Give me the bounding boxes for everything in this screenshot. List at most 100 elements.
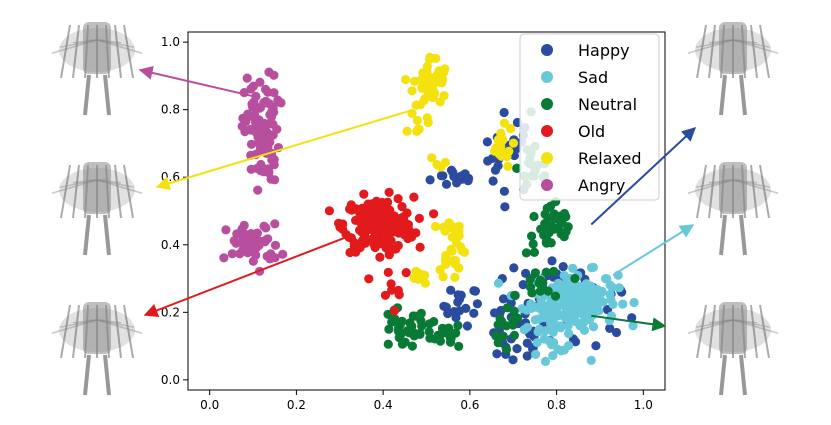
point-sad [532,338,542,348]
point-neutral [437,323,448,333]
point-neutral [454,341,464,351]
point-relaxed [409,76,420,86]
point-sad [558,294,568,305]
point-relaxed [503,161,513,171]
point-neutral [497,316,507,327]
point-sad [608,299,618,309]
point-old [389,306,400,316]
old-pose-image [51,302,143,396]
plot-area [187,31,666,391]
point-happy [483,156,493,166]
point-relaxed [401,74,411,85]
point-happy [441,179,452,189]
point-old [364,209,374,219]
y-tick-label: 1.0 [161,35,180,49]
relaxed-pose-image [51,162,143,256]
x-axis: 0.0 0.2 0.4 0.6 0.8 1.0 [200,390,653,412]
point-sad [573,290,583,300]
point-angry [258,136,268,146]
legend-marker [541,71,553,83]
point-sad [564,341,574,351]
point-angry [246,139,257,149]
point-relaxed [454,221,464,231]
point-old [380,208,390,218]
point-happy [518,280,528,290]
legend-label-neutral: Neutral [578,95,637,114]
point-relaxed [441,250,451,260]
point-old [401,224,411,234]
angry-pose-image [51,22,143,116]
point-relaxed [451,238,462,248]
point-old [359,189,369,199]
point-relaxed [431,53,441,64]
point-happy [570,337,581,347]
point-old [397,202,407,212]
arrow [155,108,414,191]
point-angry [267,155,277,165]
series-angry [219,67,288,276]
point-happy [482,137,492,147]
point-relaxed [427,87,437,97]
point-sad [601,274,611,284]
point-old [380,290,390,300]
legend-label-happy: Happy [578,41,630,60]
point-angry [260,237,270,247]
point-neutral [407,341,417,351]
point-neutral [530,268,541,278]
point-neutral [543,286,553,296]
point-angry [251,250,261,260]
point-sad [564,328,574,339]
point-neutral [417,321,427,331]
point-angry [257,129,268,139]
point-angry [270,219,280,229]
point-neutral [557,217,567,228]
point-angry [276,98,286,108]
point-sad [598,297,608,307]
point-old [349,241,359,251]
point-sad [578,317,589,328]
point-angry [238,113,248,123]
x-tick-label: 0.2 [287,398,306,412]
point-relaxed [435,97,445,107]
point-angry [242,232,252,242]
x-tick-label: 0.0 [200,398,219,412]
point-relaxed [420,278,430,288]
point-neutral [383,339,393,349]
point-neutral [498,331,508,341]
point-angry [270,240,281,250]
point-neutral [547,221,557,231]
point-happy [512,344,522,354]
point-sad [577,283,587,293]
point-angry [227,249,237,259]
point-sad [549,320,560,330]
point-old [338,224,348,234]
point-neutral [510,290,520,300]
y-tick-label: 0.0 [161,373,180,387]
point-sad [556,346,566,356]
point-sad [563,321,573,331]
x-tick-label: 0.8 [547,398,566,412]
point-old [346,205,356,215]
point-neutral [509,306,519,316]
point-old [324,206,334,216]
point-neutral [384,324,394,334]
point-sad [588,262,599,272]
point-sad [629,297,639,308]
legend-marker [541,98,553,110]
point-old [393,194,403,204]
point-relaxed [450,259,460,269]
series-sad [493,262,639,366]
legend-box [519,33,660,201]
point-old [383,216,393,226]
y-axis: 0.00.20.40.60.81.0 [161,35,188,387]
point-neutral [550,291,561,301]
point-old [371,237,381,247]
point-relaxed [409,273,419,283]
point-sad [579,325,590,335]
point-happy [425,175,435,185]
point-angry [232,229,242,239]
point-sad [552,304,562,314]
point-sad [548,327,558,337]
arrow [143,233,354,317]
legend-marker [541,179,553,191]
